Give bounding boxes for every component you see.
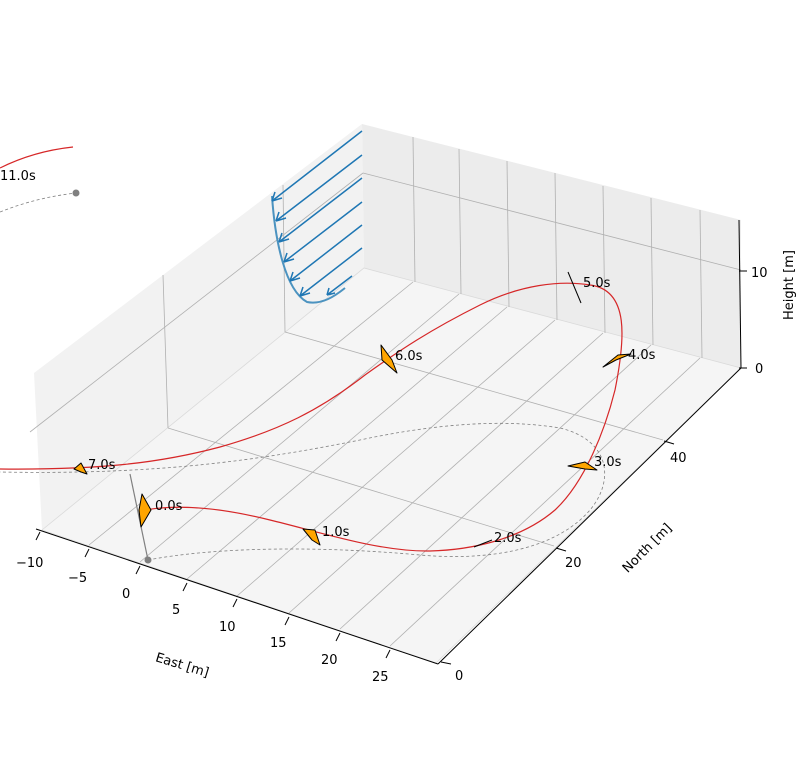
north-tick <box>555 547 567 552</box>
grid-floor-n2 <box>284 331 664 441</box>
grid-floor-e3 <box>186 306 508 580</box>
axis-ticks <box>35 270 747 665</box>
time-label-5s: 5.0s <box>583 276 611 291</box>
east-axis-label: East [m] <box>154 650 211 680</box>
grid-back-v1 <box>412 136 416 283</box>
east-tick <box>182 582 188 592</box>
grid-floor-e5 <box>288 332 604 614</box>
east-tick-label: 0 <box>122 587 130 602</box>
time-label-4s: 4.0s <box>628 348 656 363</box>
time-label-2s: 2.0s <box>494 531 522 546</box>
wind-arrow <box>283 201 363 263</box>
kite-marker-5s <box>567 271 582 304</box>
east-tick <box>385 649 391 659</box>
left-wall-pane <box>34 124 364 530</box>
east-tick-label: 5 <box>172 603 180 618</box>
east-tick <box>335 632 341 642</box>
tick-labels: −10 −5 0 5 10 15 20 25 0 20 40 0 10 <box>16 266 768 685</box>
time-label-11s: 11.0s <box>0 169 36 184</box>
back-wall-pane <box>362 124 741 368</box>
kite-marker-7s <box>73 462 88 475</box>
north-axis-line <box>437 367 742 665</box>
wind-arrow <box>299 247 363 297</box>
east-tick <box>232 598 238 608</box>
time-label-6s: 6.0s <box>395 349 423 364</box>
wind-arrow <box>271 130 363 202</box>
axis-lines <box>35 219 742 665</box>
height-tick-label: 10 <box>751 266 768 281</box>
east-tick <box>84 548 90 558</box>
time-label-1s: 1.0s <box>322 525 350 540</box>
trajectory-line-far <box>0 146 74 169</box>
grid-back-v5 <box>602 185 606 334</box>
wind-arrow <box>289 224 363 282</box>
east-tick-label: 20 <box>321 653 338 668</box>
grid-back-v3 <box>506 160 510 308</box>
grid-left-v1 <box>162 274 169 429</box>
grid-floor-e4 <box>236 319 556 597</box>
wind-arrow <box>275 154 363 222</box>
ground-station-marker <box>144 556 152 564</box>
grid-back-h1 <box>362 172 742 271</box>
grid-floor-n1 <box>167 427 555 547</box>
east-tick-label: −10 <box>16 556 43 571</box>
kite-marker-2s <box>473 539 493 548</box>
trajectory <box>0 146 623 552</box>
ground-station-marker-far <box>72 189 80 197</box>
grid-back-v2 <box>458 148 462 295</box>
ground-projection-line-far <box>0 192 77 213</box>
grid-floor-e7 <box>389 357 701 647</box>
grid-floor-e2 <box>139 293 460 563</box>
kite-marker-4s <box>602 353 632 368</box>
grid-back-v4 <box>554 172 558 321</box>
kite-markers <box>73 271 632 548</box>
north-tick <box>440 661 452 665</box>
tether-line <box>129 473 149 561</box>
kite-marker-6s <box>380 344 398 374</box>
east-tick-label: −5 <box>68 571 87 586</box>
grid-back-v7 <box>699 209 703 359</box>
north-tick-label: 20 <box>565 556 582 571</box>
wind-profile <box>271 130 363 304</box>
east-tick <box>35 531 41 541</box>
east-tick-label: 25 <box>372 670 389 685</box>
north-tick <box>663 440 675 445</box>
east-tick <box>284 616 290 626</box>
east-axis-line <box>35 528 439 665</box>
grid-left-h1 <box>29 172 364 433</box>
time-label-7s: 7.0s <box>88 458 116 473</box>
kite-marker-0s <box>138 493 152 528</box>
floor-pane <box>42 268 741 663</box>
time-label-3s: 3.0s <box>594 455 622 470</box>
east-tick-label: 10 <box>219 620 236 635</box>
wind-profile-curve <box>271 195 346 304</box>
east-tick <box>135 565 141 575</box>
time-label-0s: 0.0s <box>155 499 183 514</box>
tether <box>72 189 152 564</box>
kite-marker-1s <box>302 528 321 546</box>
height-axis-line <box>738 219 742 369</box>
wind-arrow <box>326 275 353 296</box>
east-tick-label: 15 <box>270 636 287 651</box>
axes-panes <box>34 124 742 664</box>
north-tick-label: 0 <box>455 669 463 684</box>
north-axis-label: North [m] <box>620 521 675 576</box>
kite-marker-3s <box>567 461 598 471</box>
height-axis-label: Height [m] <box>782 250 797 320</box>
wind-arrow <box>278 177 363 243</box>
trajectory-line <box>0 282 623 552</box>
grid-lines <box>29 136 742 647</box>
time-labels: 0.0s 1.0s 2.0s 3.0s 4.0s 5.0s 6.0s 7.0s … <box>0 169 656 546</box>
north-tick-label: 40 <box>670 451 687 466</box>
height-tick-label: 0 <box>755 362 763 377</box>
grid-left-v2 <box>282 184 286 333</box>
grid-back-v6 <box>650 197 654 346</box>
grid-floor-e6 <box>339 344 652 630</box>
